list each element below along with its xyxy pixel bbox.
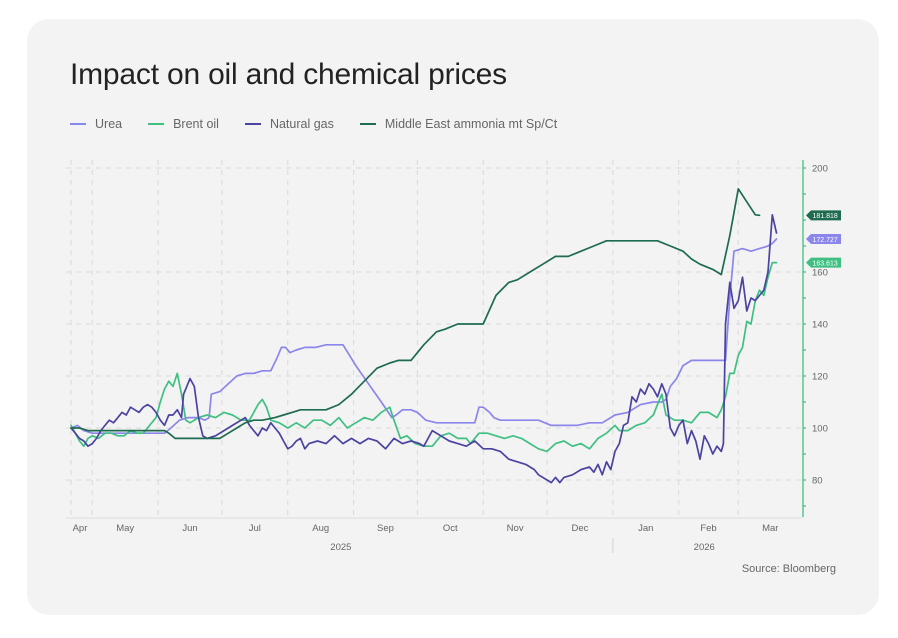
legend-item-ammonia[interactable]: Middle East ammonia mt Sp/Ct	[359, 117, 558, 131]
end-value-tag: 172.727	[806, 233, 841, 244]
x-tick-label: Aug	[312, 523, 329, 534]
series-line-brent-oil	[70, 261, 778, 453]
legend-swatch-ammonia	[359, 123, 376, 125]
legend-item-natural-gas[interactable]: Natural gas	[244, 117, 334, 131]
legend-label-urea: Urea	[95, 117, 123, 131]
source-note: Source: Bloomberg	[741, 563, 836, 575]
x-tick-label: Jan	[638, 523, 653, 534]
grid	[66, 160, 803, 518]
series-line-natural-gas	[70, 213, 778, 484]
legend-label-brent-oil: Brent oil	[173, 117, 219, 131]
legend-swatch-urea	[70, 123, 86, 125]
x-tick-label: Dec	[571, 523, 588, 534]
y-tick-label: 120	[812, 372, 828, 383]
x-tick-label: May	[116, 523, 134, 534]
end-value-tag-text: 172.727	[813, 237, 838, 244]
series-lines	[70, 187, 778, 484]
end-value-tag-text: 163.613	[813, 260, 838, 267]
x-tick-label: Apr	[73, 523, 88, 534]
chart-title: Impact on oil and chemical prices	[70, 58, 507, 91]
end-value-tag-bg	[806, 233, 841, 244]
chart-legend: Urea Brent oil Natural gas Middle East a…	[70, 117, 583, 131]
legend-item-urea[interactable]: Urea	[70, 117, 122, 131]
x-tick-label: Oct	[443, 523, 458, 534]
end-value-tag-bg	[806, 257, 841, 268]
end-value-labels: 181.818 172.727 163.613	[806, 210, 841, 268]
series-line-middle-east-ammonia-mt-sp-ct	[70, 187, 761, 440]
x-tick-label: Jul	[249, 523, 261, 534]
year-label: 2026	[694, 542, 715, 553]
x-tick-label: Feb	[700, 523, 716, 534]
legend-label-ammonia: Middle East ammonia mt Sp/Ct	[384, 117, 558, 131]
legend-swatch-brent-oil	[148, 123, 165, 125]
y-tick-label: 100	[812, 424, 828, 435]
chart-card	[27, 19, 879, 615]
x-tick-label: Mar	[762, 523, 778, 534]
year-label: 2025	[330, 542, 351, 553]
end-value-tag: 163.613	[806, 257, 841, 268]
series-line-urea	[70, 238, 778, 435]
x-tick-label: Nov	[507, 523, 524, 534]
legend-item-brent-oil[interactable]: Brent oil	[148, 117, 219, 131]
legend-label-natural-gas: Natural gas	[269, 117, 334, 131]
end-value-tag-bg	[806, 210, 841, 221]
x-tick-label: Jun	[182, 523, 197, 534]
end-value-tag: 181.818	[806, 210, 841, 221]
y-tick-label: 140	[812, 320, 828, 331]
y-axis: 80 100 120 140 160 200	[802, 160, 828, 517]
y-tick-label: 80	[812, 476, 823, 487]
x-tick-label: Sep	[377, 523, 394, 534]
legend-swatch-natural-gas	[244, 123, 261, 125]
x-axis-labels: Apr May Jun Jul Aug Sep Oct Nov Dec Jan Feb Mar 2025…	[73, 523, 779, 553]
y-tick-label: 160	[812, 268, 828, 279]
end-value-tag-text: 181.818	[813, 213, 838, 220]
y-tick-label: 200	[812, 164, 828, 175]
